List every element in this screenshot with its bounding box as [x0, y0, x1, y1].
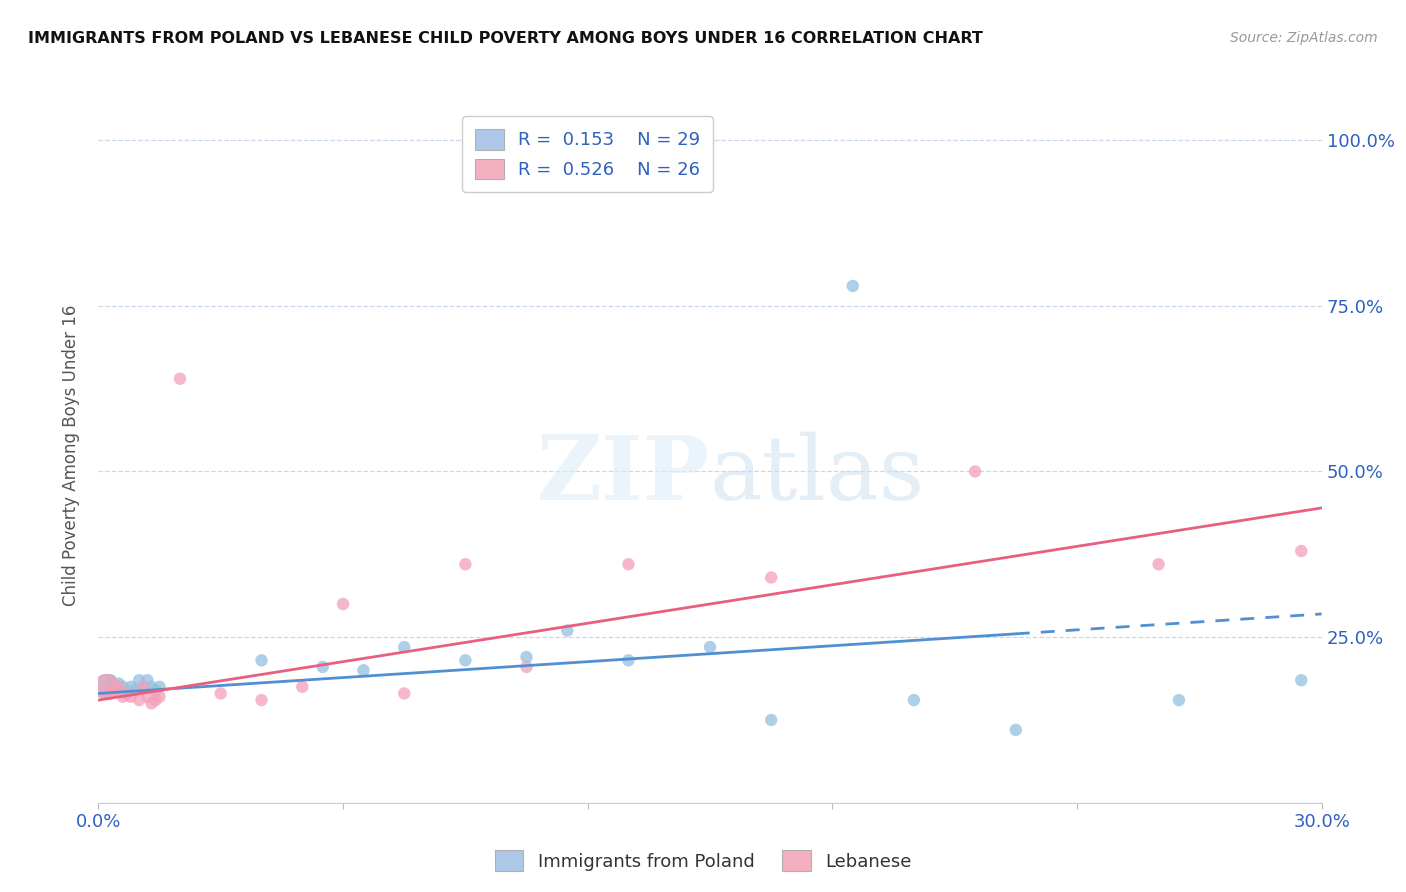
Text: atlas: atlas: [710, 432, 925, 519]
Point: [903, 693, 925, 707]
Y-axis label: Child Poverty Among Boys Under 16: Child Poverty Among Boys Under 16: [62, 304, 80, 606]
Point: [392, 640, 416, 654]
Point: [120, 680, 142, 694]
Point: [100, 686, 122, 700]
Point: [128, 693, 150, 707]
Point: [761, 713, 783, 727]
Point: [516, 660, 538, 674]
Point: [132, 680, 155, 694]
Point: [454, 653, 477, 667]
Point: [136, 673, 159, 688]
Legend: R =  0.153    N = 29, R =  0.526    N = 26: R = 0.153 N = 29, R = 0.526 N = 26: [463, 116, 713, 192]
Point: [761, 570, 783, 584]
Point: [96, 680, 118, 694]
Point: [108, 680, 131, 694]
Point: [141, 680, 163, 694]
Point: [352, 663, 374, 677]
Point: [136, 690, 159, 704]
Point: [250, 693, 273, 707]
Point: [332, 597, 354, 611]
Point: [104, 683, 127, 698]
Point: [1004, 723, 1026, 737]
Point: [124, 683, 146, 698]
Point: [291, 680, 314, 694]
Point: [169, 372, 191, 386]
Point: [617, 653, 640, 667]
Legend: Immigrants from Poland, Lebanese: Immigrants from Poland, Lebanese: [488, 843, 918, 879]
Point: [141, 697, 163, 711]
Point: [100, 673, 122, 688]
Text: ZIP: ZIP: [537, 433, 710, 519]
Point: [312, 660, 335, 674]
Point: [115, 686, 138, 700]
Point: [111, 680, 134, 694]
Point: [120, 690, 142, 704]
Point: [111, 690, 134, 704]
Point: [454, 558, 477, 572]
Point: [115, 686, 138, 700]
Point: [617, 558, 640, 572]
Point: [1291, 544, 1313, 558]
Point: [699, 640, 721, 654]
Point: [557, 624, 579, 638]
Point: [149, 690, 172, 704]
Point: [209, 686, 232, 700]
Point: [1167, 693, 1189, 707]
Point: [250, 653, 273, 667]
Point: [841, 279, 863, 293]
Point: [1147, 558, 1170, 572]
Point: [108, 676, 131, 690]
Point: [392, 686, 416, 700]
Point: [128, 673, 150, 688]
Point: [96, 680, 118, 694]
Point: [149, 680, 172, 694]
Text: IMMIGRANTS FROM POLAND VS LEBANESE CHILD POVERTY AMONG BOYS UNDER 16 CORRELATION: IMMIGRANTS FROM POLAND VS LEBANESE CHILD…: [28, 31, 983, 46]
Point: [1291, 673, 1313, 688]
Point: [104, 683, 127, 698]
Text: Source: ZipAtlas.com: Source: ZipAtlas.com: [1230, 31, 1378, 45]
Point: [145, 683, 167, 698]
Point: [516, 650, 538, 665]
Point: [145, 693, 167, 707]
Point: [965, 465, 987, 479]
Point: [132, 680, 155, 694]
